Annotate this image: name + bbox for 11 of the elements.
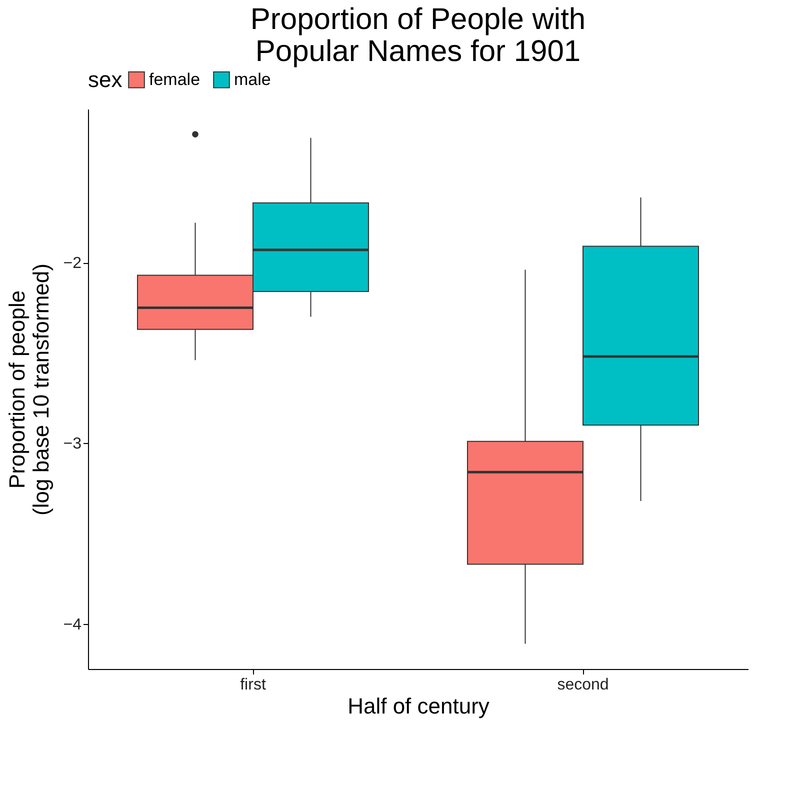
y-tick-label: −3 [63,436,82,453]
y-axis-title: Proportion of people (log base 10 transformed) [4,264,54,516]
legend-label: female [149,70,200,89]
legend-label: male [234,70,271,89]
y-tick-label: −4 [63,616,82,634]
x-tick-label: second [557,676,609,694]
x-axis-title: Half of century [348,694,490,718]
chart-title: Proportion of People with Popular Names for 1901 [250,3,586,68]
y-tick-label: −2 [63,255,82,272]
legend-title: sex [88,67,122,92]
x-tick-label: first [240,676,266,694]
